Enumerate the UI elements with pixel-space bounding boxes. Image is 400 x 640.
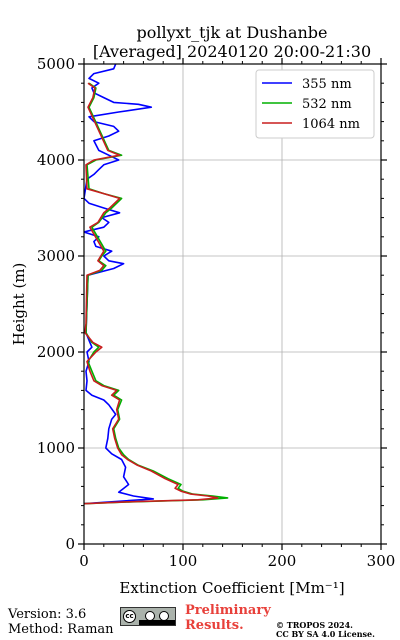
chart-title-line2: [Averaged] 20240120 20:00-21:30 [93,42,371,61]
series-line-1064-nm [84,82,219,505]
x-tick-label: 200 [268,552,297,570]
extinction-profile-chart: pollyxt_tjk at Dushanbe [Averaged] 20240… [10,23,396,597]
cc-by-sa-icon: cc [120,607,176,626]
legend-label: 532 nm [302,97,352,112]
chart-title-line1: pollyxt_tjk at Dushanbe [136,23,327,42]
y-axis-label: Height (m) [10,263,28,346]
legend-box [255,69,375,139]
preliminary-label: Preliminary [185,603,271,618]
series-layer [84,64,229,505]
y-tick-label: 0 [65,535,75,553]
legend-label: 1064 nm [302,117,360,132]
x-tick-label: 300 [367,552,396,570]
copyright-text: © TROPOS 2024. [276,620,353,630]
legend: 355 nm 532 nm 1064 nm [255,69,375,139]
cc-logo-icon: cc [123,610,136,623]
legend-label: 355 nm [302,77,352,92]
x-tick-label: 0 [79,552,89,570]
x-tick-label: 100 [169,552,198,570]
results-label: Results. [185,618,244,633]
x-axis-label: Extinction Coefficient [Mm⁻¹] [119,579,344,597]
y-tick-label: 1000 [37,439,75,457]
version-text: Version: 3.6 [8,607,87,622]
y-tick-label: 2000 [37,343,75,361]
y-tick-label: 4000 [37,151,75,169]
method-text: Method: Raman [8,622,114,637]
y-tick-label: 5000 [37,55,75,73]
y-tick-label: 3000 [37,247,75,265]
license-bar [139,620,175,625]
license-text: CC BY SA 4.0 License. [276,629,375,639]
series-line-355-nm [84,64,155,505]
plot-frame [83,63,382,545]
